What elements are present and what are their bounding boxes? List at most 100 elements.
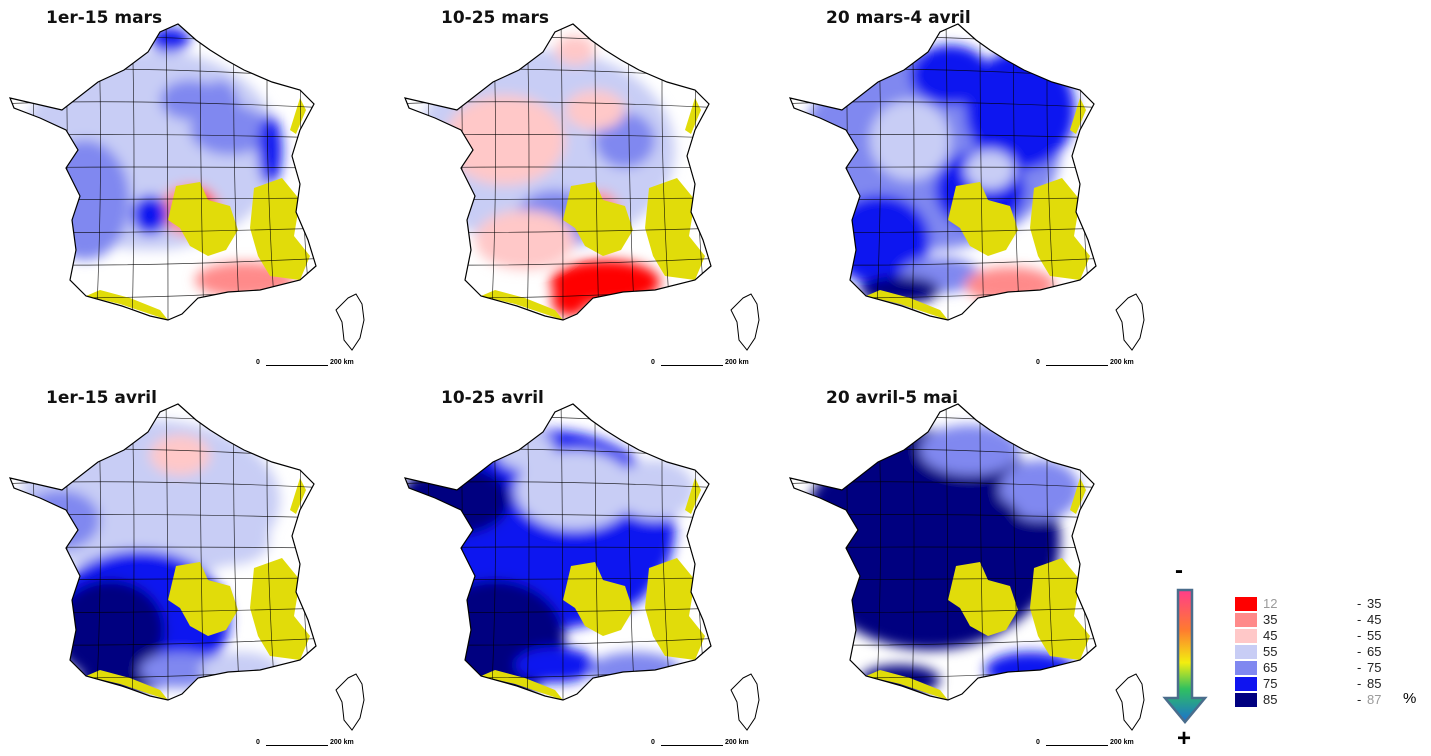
france-map xyxy=(9,23,365,351)
intensity-zone xyxy=(20,490,100,550)
map-title: 20 avril-5 mai xyxy=(826,388,958,408)
intensity-zone xyxy=(1000,460,1080,520)
france-map xyxy=(9,403,365,731)
legend-swatch xyxy=(1235,629,1257,643)
map-panel: 10-25 avril 0 200 km xyxy=(395,380,785,755)
legend-to: 45 xyxy=(1367,612,1382,627)
legend-row: 45 - 55 xyxy=(1235,628,1415,644)
intensity-zone xyxy=(55,580,165,680)
legend-row: 75 - 85 xyxy=(1235,676,1415,692)
scale-line xyxy=(1046,745,1108,746)
legend-to: 55 xyxy=(1367,628,1382,643)
legend-row: 12 - 35 xyxy=(1235,596,1415,612)
intensity-zone xyxy=(565,90,625,130)
legend-dash: - xyxy=(1357,692,1362,707)
legend-swatch xyxy=(1235,613,1257,627)
intensity-zone xyxy=(555,35,595,65)
corsica-outline xyxy=(730,673,760,731)
map-panel: 20 avril-5 mai 0 200 km xyxy=(780,380,1170,755)
intensity-zone xyxy=(515,450,635,530)
intensity-zone xyxy=(200,652,280,688)
map-panel: 20 mars-4 avril 0 200 km xyxy=(780,0,1170,375)
no-data-zone xyxy=(86,98,310,320)
legend-swatch xyxy=(1235,693,1257,707)
intensity-zone xyxy=(965,150,1015,190)
scale-zero-label: 0 xyxy=(256,359,260,366)
legend-row: 35 - 45 xyxy=(1235,612,1415,628)
scale-zero-label: 0 xyxy=(651,359,655,366)
legend-swatch xyxy=(1235,597,1257,611)
legend-to: 65 xyxy=(1367,644,1382,659)
scale-zero-label: 0 xyxy=(1036,359,1040,366)
legend-to: 35 xyxy=(1367,596,1382,611)
scale-zero-label: 0 xyxy=(651,739,655,746)
intensity-zone xyxy=(515,647,595,683)
legend-from: 55 xyxy=(1263,644,1278,659)
legend-swatch xyxy=(1235,661,1257,675)
legend-dash: - xyxy=(1357,676,1362,691)
intensity-zone xyxy=(910,45,990,105)
scale-line xyxy=(266,745,328,746)
intensity-zone xyxy=(920,425,1020,475)
intensity-zone xyxy=(615,460,695,520)
no-data-zone xyxy=(481,478,705,700)
scale-length-label: 200 km xyxy=(725,739,749,746)
map-title: 1er-15 mars xyxy=(46,8,163,28)
legend-to: 85 xyxy=(1367,676,1382,691)
legend-from: 75 xyxy=(1263,676,1278,691)
scale-line xyxy=(661,365,723,366)
legend-from: 85 xyxy=(1263,692,1278,707)
legend-row: 65 - 75 xyxy=(1235,660,1415,676)
scale-length-label: 200 km xyxy=(330,739,354,746)
legend-from: 35 xyxy=(1263,612,1278,627)
legend-dash: - xyxy=(1357,644,1362,659)
legend-dash: - xyxy=(1357,596,1362,611)
corsica-outline xyxy=(335,673,365,731)
france-outline xyxy=(404,403,712,701)
intensity-zone xyxy=(132,195,168,235)
intensity-zone xyxy=(552,284,588,316)
map-title: 20 mars-4 avril xyxy=(826,8,971,28)
map-panel: 1er-15 mars 0 200 km xyxy=(0,0,390,375)
france-outline xyxy=(789,403,1097,701)
legend-minus-sign: - xyxy=(1175,557,1183,584)
legend-dash: - xyxy=(1357,660,1362,675)
france-outline xyxy=(9,403,317,701)
legend-dash: - xyxy=(1357,612,1362,627)
intensity-zone xyxy=(475,210,575,270)
france-map xyxy=(789,403,1145,731)
intensity-zone xyxy=(830,195,930,285)
corsica-outline xyxy=(1115,293,1145,351)
legend-from: 65 xyxy=(1263,660,1278,675)
corsica-outline xyxy=(730,293,760,351)
legend-swatch xyxy=(1235,645,1257,659)
corsica-outline xyxy=(1115,673,1145,731)
legend-from: 45 xyxy=(1263,628,1278,643)
intensity-zone xyxy=(405,465,510,535)
scale-zero-label: 0 xyxy=(1036,739,1040,746)
scale-length-label: 200 km xyxy=(725,359,749,366)
map-title: 1er-15 avril xyxy=(46,388,157,408)
gradient-arrow-icon xyxy=(1162,588,1208,724)
intensity-zone xyxy=(258,115,282,185)
map-panel: 10-25 mars 0 200 km xyxy=(395,0,785,375)
map-panel: 1er-15 avril 0 200 km xyxy=(0,380,390,755)
scale-length-label: 200 km xyxy=(1110,359,1134,366)
legend-to: 87 xyxy=(1367,692,1382,707)
legend-plus-sign: + xyxy=(1177,725,1192,752)
legend-unit: % xyxy=(1403,690,1417,707)
scale-line xyxy=(266,365,328,366)
france-map xyxy=(404,23,760,351)
scale-zero-label: 0 xyxy=(256,739,260,746)
legend: - + 12 - 35 35 - 45 45 - 55 55 - xyxy=(1155,557,1431,756)
legend-row: 85 - 87 xyxy=(1235,692,1415,708)
france-outline xyxy=(9,23,317,321)
france-outline xyxy=(404,23,712,321)
scale-line xyxy=(661,745,723,746)
no-data-zone xyxy=(86,478,310,700)
intensity-zone xyxy=(870,100,950,180)
intensity-zone xyxy=(150,435,210,475)
intensity-zone xyxy=(150,28,190,52)
legend-dash: - xyxy=(1357,628,1362,643)
no-data-zone xyxy=(866,478,1090,700)
